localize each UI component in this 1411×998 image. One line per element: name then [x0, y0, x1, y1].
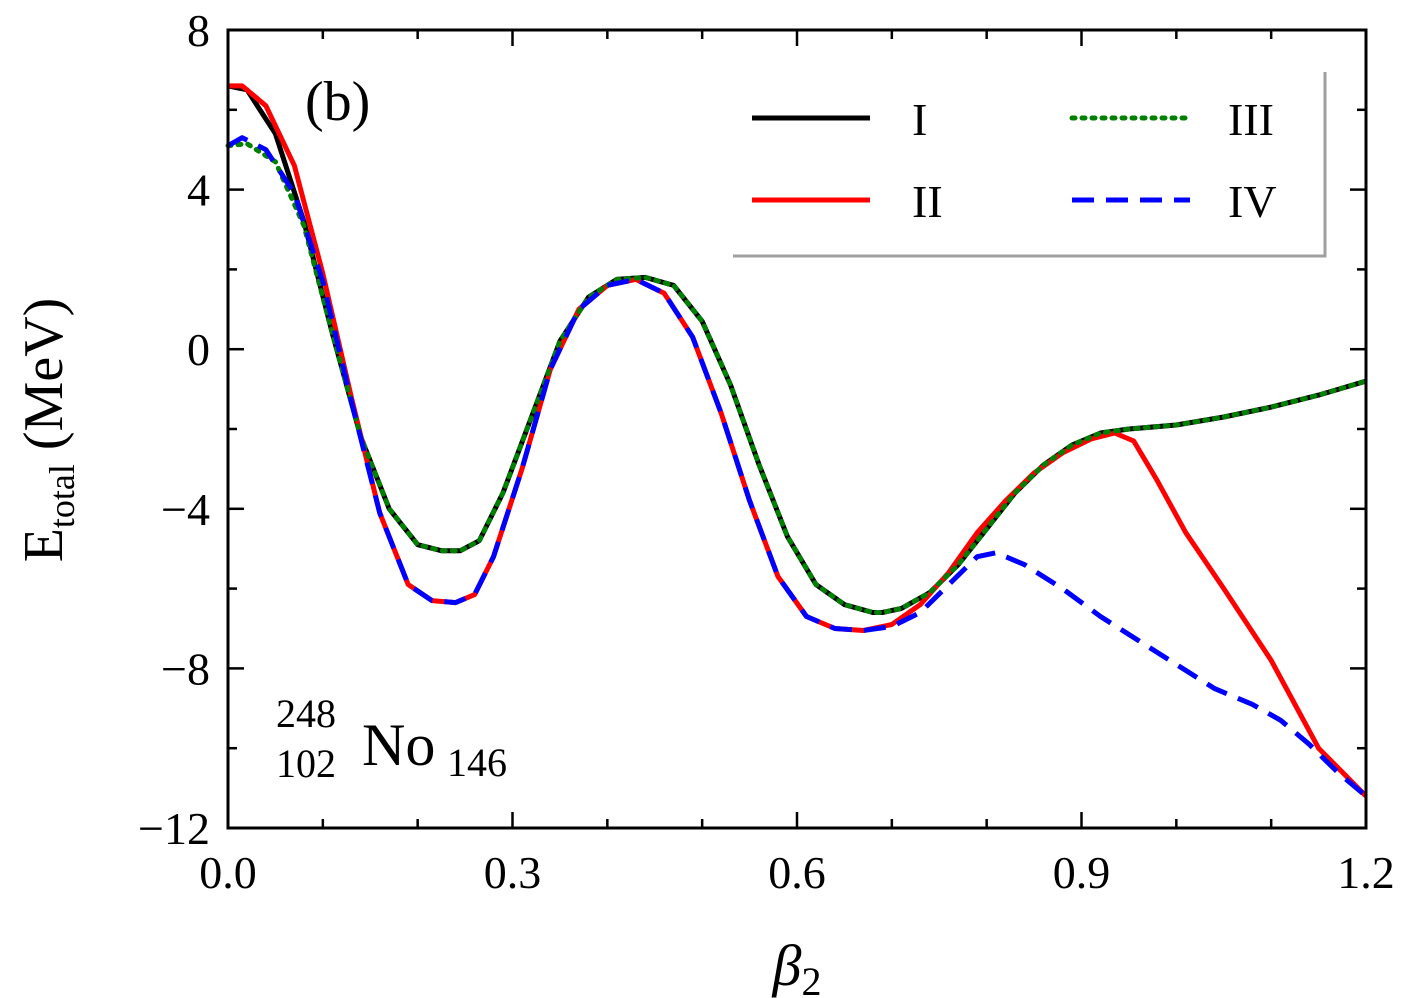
- element-symbol: No: [362, 712, 435, 778]
- series-line-ii: [228, 83, 1368, 798]
- x-axis-title: β2: [772, 933, 822, 998]
- mass-number: 248: [276, 691, 336, 736]
- x-tick-label: 0.3: [484, 847, 542, 898]
- series-line-i: [227, 83, 1367, 615]
- y-tick-label: 0: [187, 324, 210, 375]
- x-tick-label: 1.2: [1337, 847, 1395, 898]
- legend-label-ii: II: [912, 176, 943, 227]
- legend-label-i: I: [912, 94, 927, 145]
- y-tick-label: −8: [161, 643, 210, 694]
- y-axis-title: Etotal (MeV): [13, 298, 82, 563]
- series-line-iii: [225, 141, 1369, 615]
- panel-label: (b): [305, 71, 370, 133]
- y-axis-subscript: total: [42, 464, 82, 528]
- legend-frame-shadow: [733, 72, 1327, 258]
- series-layer: [225, 83, 1369, 799]
- y-tick-label: −4: [161, 484, 210, 535]
- x-axis-symbol: β: [772, 933, 802, 998]
- x-tick-label: 0.6: [768, 847, 826, 898]
- legend-label-iii: III: [1228, 94, 1274, 145]
- neutron-number: 146: [447, 740, 507, 785]
- y-tick-label: 4: [187, 165, 210, 216]
- y-axis-unit: (MeV): [13, 298, 75, 464]
- legend-label-iv: IV: [1228, 176, 1277, 227]
- atomic-number: 102: [276, 741, 336, 786]
- series-line-iv: [226, 135, 1368, 799]
- plot-frame: [226, 28, 1368, 830]
- x-tick-label: 0.0: [199, 847, 257, 898]
- nucleus-label: 248 102 No 146: [276, 691, 507, 786]
- axis-ticks: 0.0 0.3 0.6 0.9 1.2 8 4 0 −4 −8 −12: [138, 5, 1395, 898]
- x-axis-subscript: 2: [801, 959, 821, 998]
- x-tick-label: 0.9: [1053, 847, 1111, 898]
- y-tick-label: −12: [138, 803, 210, 854]
- y-tick-label: 8: [187, 5, 210, 56]
- y-axis-main: E: [13, 528, 75, 562]
